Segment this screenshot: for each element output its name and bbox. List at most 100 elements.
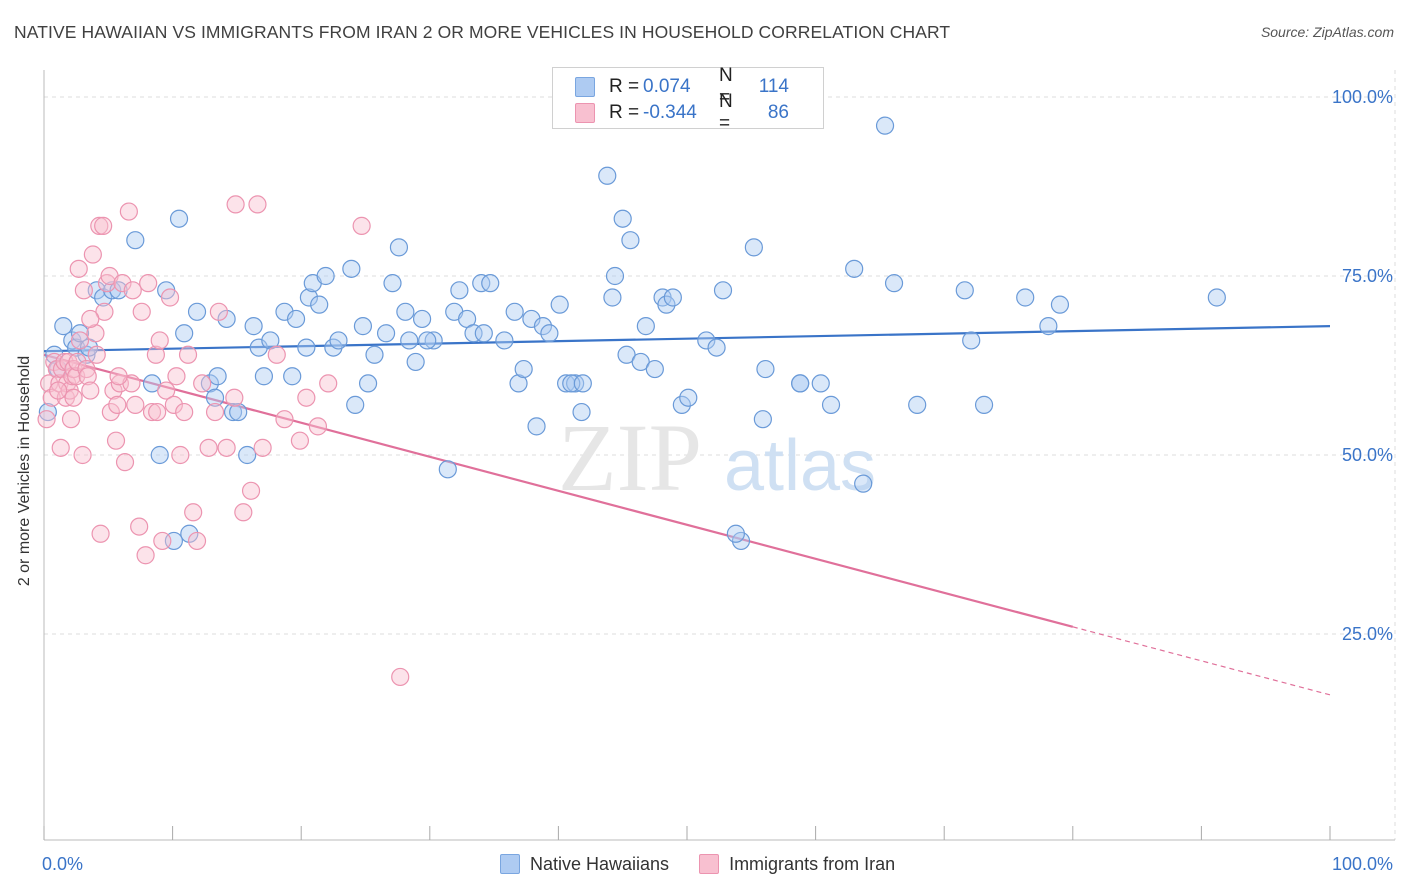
point-native-hawaiian (87, 281, 106, 300)
point-immigrant-iran (308, 417, 328, 436)
watermark-zip: ZIP (558, 404, 702, 511)
point-native-hawaiian (753, 410, 772, 429)
point-immigrant-iran (160, 288, 180, 307)
point-native-hawaiian (514, 359, 533, 379)
point-immigrant-iran (109, 367, 128, 386)
point-native-hawaiian (342, 259, 361, 278)
point-immigrant-iran (97, 274, 117, 293)
point-native-hawaiian (744, 238, 763, 257)
point-immigrant-iran (86, 324, 105, 343)
point-native-hawaiian (200, 374, 219, 393)
point-immigrant-iran (319, 374, 338, 393)
trend-line-immigrants-iran (43, 353, 1074, 628)
point-immigrant-iran (108, 395, 127, 414)
point-immigrant-iran (157, 381, 176, 400)
point-immigrant-iran (64, 388, 83, 407)
point-immigrant-iran (199, 438, 218, 457)
point-native-hawaiian (175, 324, 194, 343)
point-native-hawaiian (572, 402, 591, 422)
point-immigrant-iran (83, 245, 102, 264)
point-native-hawaiian (438, 460, 457, 479)
y-tick-label: 50.0% (1342, 445, 1393, 465)
point-immigrant-iran (113, 274, 132, 293)
legend-swatch-blue (575, 77, 595, 97)
point-immigrant-iran (91, 524, 110, 543)
legend-swatch-pink (699, 854, 720, 874)
point-native-hawaiian (299, 288, 319, 307)
chart-title: NATIVE HAWAIIAN VS IMMIGRANTS FROM IRAN … (14, 22, 951, 42)
point-immigrant-iran (146, 345, 165, 364)
point-immigrant-iran (253, 438, 272, 457)
point-immigrant-iran (142, 402, 162, 422)
point-native-hawaiian (505, 302, 524, 321)
r-label: R = (609, 76, 640, 97)
legend-item-immigrants-iran[interactable]: Immigrants from Iran (699, 854, 895, 875)
point-immigrant-iran (51, 438, 70, 457)
point-native-hawaiian (1016, 288, 1035, 307)
point-native-hawaiian (1050, 295, 1070, 314)
point-immigrant-iran (193, 374, 212, 393)
point-native-hawaiian (636, 317, 655, 336)
point-native-hawaiian (275, 302, 294, 321)
point-immigrant-iran (205, 402, 225, 422)
point-native-hawaiian (365, 345, 384, 364)
point-native-hawaiian (679, 388, 698, 407)
legend-item-native-hawaiians[interactable]: Native Hawaiians (500, 854, 669, 875)
point-immigrant-iran (275, 410, 294, 429)
point-native-hawaiian (672, 395, 691, 414)
point-immigrant-iran (123, 281, 142, 300)
legend-row-immigrants-iran: R = -0.344 N = 86 (575, 91, 789, 134)
point-immigrant-iran (68, 352, 87, 372)
point-native-hawaiian (533, 317, 553, 336)
point-native-hawaiian (94, 288, 113, 307)
point-immigrant-iran (115, 453, 135, 472)
point-immigrant-iran (70, 331, 90, 350)
point-native-hawaiian (1207, 288, 1226, 307)
point-immigrant-iran (63, 367, 82, 386)
point-immigrant-iran (119, 202, 138, 221)
point-immigrant-iran (153, 531, 172, 551)
point-native-hawaiian (540, 324, 559, 343)
point-native-hawaiian (400, 331, 419, 350)
legend-label: Immigrants from Iran (729, 853, 896, 874)
r-label: R = (609, 102, 640, 123)
point-immigrant-iran (106, 431, 126, 450)
point-immigrant-iran (81, 309, 100, 329)
n-value: 86 (767, 102, 789, 123)
r-value: -0.344 (643, 102, 697, 123)
point-native-hawaiian (884, 274, 904, 293)
point-native-hawaiian (217, 309, 236, 329)
point-native-hawaiian (283, 367, 302, 386)
point-immigrant-iran (42, 388, 61, 407)
point-immigrant-iran (167, 367, 186, 386)
point-immigrant-iran (267, 345, 286, 364)
y-axis-label-wrap: 2 or more Vehicles in Household (10, 356, 40, 586)
point-immigrant-iran (49, 381, 68, 400)
y-tick-label: 75.0% (1342, 266, 1393, 286)
point-immigrant-iran (184, 503, 203, 522)
point-native-hawaiian (150, 445, 169, 465)
point-native-hawaiian (481, 274, 500, 293)
point-native-hawaiian (353, 317, 373, 336)
legend-swatch-blue (500, 854, 520, 874)
point-immigrant-iran (73, 445, 92, 465)
point-immigrant-iran (209, 302, 228, 321)
point-native-hawaiian (631, 352, 650, 372)
point-native-hawaiian (418, 331, 437, 350)
point-immigrant-iran (78, 367, 97, 386)
point-immigrant-iran (225, 388, 244, 407)
source-label: Source: ZipAtlas.com (1260, 24, 1394, 40)
data-points (37, 116, 1226, 687)
point-immigrant-iran (248, 195, 267, 214)
x-tick-label-max: 100.0% (1332, 854, 1393, 874)
point-immigrant-iran (130, 517, 149, 536)
point-immigrant-iran (187, 531, 207, 551)
point-native-hawaiian (726, 524, 745, 543)
point-immigrant-iran (74, 281, 93, 300)
point-immigrant-iran (234, 503, 253, 522)
point-native-hawaiian (657, 295, 676, 314)
tick-labels: 25.0% 50.0% 75.0% 100.0% 0.0% 100.0% (42, 87, 1393, 874)
n-label: N = (719, 91, 733, 134)
point-immigrant-iran (150, 331, 169, 350)
